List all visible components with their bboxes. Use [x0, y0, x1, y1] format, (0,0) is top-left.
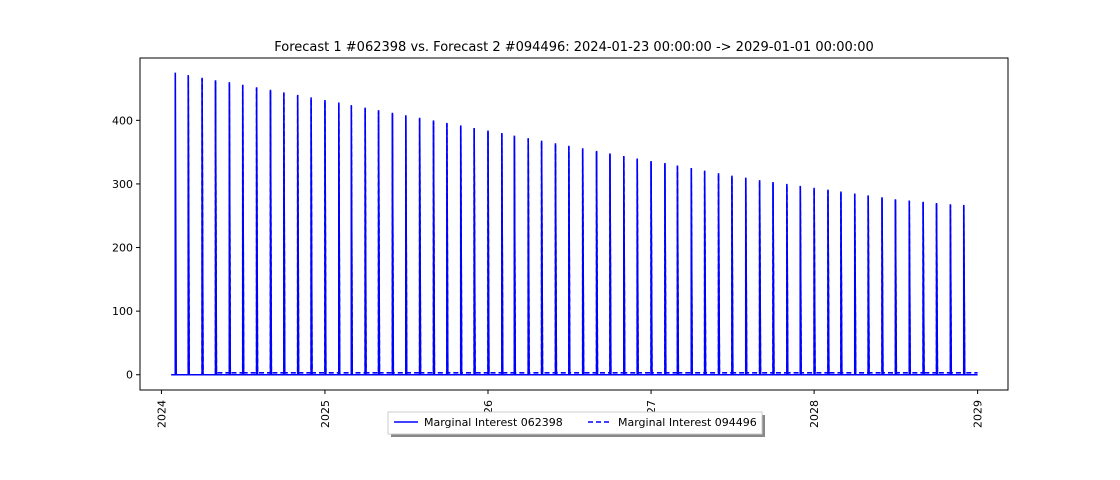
y-tick-label: 200: [112, 242, 133, 255]
y-tick-label: 0: [126, 369, 133, 382]
y-tick-label: 400: [112, 114, 133, 127]
legend-box: [387, 411, 763, 435]
x-tick-label: 2028: [808, 400, 821, 428]
legend-label-series-1: Marginal Interest 062398: [424, 416, 563, 429]
chart-title: Forecast 1 #062398 vs. Forecast 2 #09449…: [274, 40, 874, 55]
legend-label-series-2: Marginal Interest 094496: [618, 416, 757, 429]
y-tick-label: 100: [112, 305, 133, 318]
x-tick-label: 2029: [972, 400, 985, 428]
plot-frame: [139, 57, 1009, 391]
x-tick-label: 2025: [319, 400, 332, 428]
legend: Marginal Interest 062398 Marginal Intere…: [387, 411, 765, 437]
plot-area: [171, 72, 978, 376]
series-line-2: [171, 76, 978, 376]
y-tick-label: 300: [112, 178, 133, 191]
series-line-1: [171, 72, 978, 376]
y-axis: 0 100 200 300 400: [112, 114, 140, 382]
x-tick-label: 2024: [155, 400, 168, 428]
